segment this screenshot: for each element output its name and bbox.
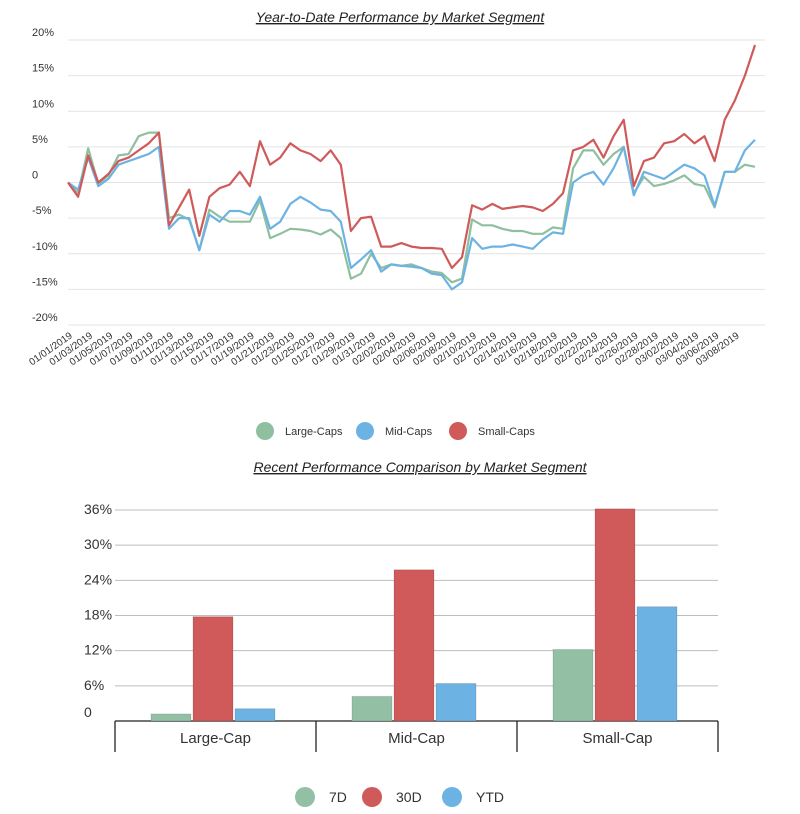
y-tick-label: 12% xyxy=(84,642,112,658)
legend-marker xyxy=(356,422,374,440)
bar-30d-mid-cap xyxy=(393,569,435,722)
y-tick-label: 18% xyxy=(84,607,112,623)
legend-label: 7D xyxy=(329,789,347,805)
y-tick-label: -15% xyxy=(32,276,58,288)
bar-30d-large-cap xyxy=(192,616,234,722)
chart-title: Year-to-Date Performance by Market Segme… xyxy=(256,9,546,25)
legend-label: 30D xyxy=(396,789,422,805)
category-label: Large-Cap xyxy=(180,730,251,747)
y-tick-label: 5% xyxy=(32,134,48,146)
y-tick-label: 10% xyxy=(32,98,54,110)
ytd-line-chart: Year-to-Date Performance by Market Segme… xyxy=(27,9,765,440)
bar-7d-large-cap xyxy=(150,713,192,722)
y-tick-label: -5% xyxy=(32,205,52,217)
y-tick-label: 0 xyxy=(84,704,92,720)
legend-label: Small-Caps xyxy=(478,426,535,438)
y-tick-label: 6% xyxy=(84,677,104,693)
chart-title: Recent Performance Comparison by Market … xyxy=(253,459,587,475)
y-tick-label: 24% xyxy=(84,571,112,587)
y-tick-label: 0 xyxy=(32,170,38,182)
legend-label: YTD xyxy=(476,789,504,805)
series-line-small-caps xyxy=(67,44,757,270)
bar-7d-small-cap xyxy=(552,648,594,722)
series-line-large-caps xyxy=(67,131,756,284)
series-line-mid-caps xyxy=(67,139,756,291)
y-tick-label: 30% xyxy=(84,536,112,552)
y-tick-label: 20% xyxy=(32,27,54,39)
bar-ytd-large-cap xyxy=(234,708,276,722)
y-tick-label: 36% xyxy=(84,501,112,517)
y-tick-label: -10% xyxy=(32,241,58,253)
bar-ytd-small-cap xyxy=(636,606,678,722)
bar-30d-small-cap xyxy=(594,508,636,722)
legend-marker xyxy=(442,787,462,807)
y-tick-label: -20% xyxy=(32,312,58,324)
bar-7d-mid-cap xyxy=(351,695,393,722)
y-tick-label: 15% xyxy=(32,63,54,75)
legend-marker xyxy=(449,422,467,440)
legend-marker xyxy=(295,787,315,807)
category-label: Mid-Cap xyxy=(388,730,445,747)
legend-label: Mid-Caps xyxy=(385,426,433,438)
category-label: Small-Cap xyxy=(582,730,652,747)
legend-marker xyxy=(256,422,274,440)
legend-marker xyxy=(362,787,382,807)
recent-bar-chart: Recent Performance Comparison by Market … xyxy=(84,459,719,807)
bar-ytd-mid-cap xyxy=(435,682,477,722)
legend-label: Large-Caps xyxy=(285,426,343,438)
